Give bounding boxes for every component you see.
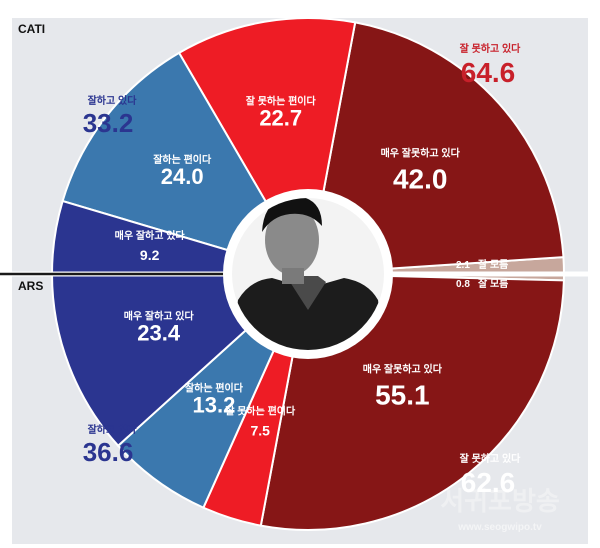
slices-layer xyxy=(50,17,566,531)
cati-unsure-label: 잘 모름 xyxy=(478,259,508,271)
ars-method-label: ARS xyxy=(18,279,43,293)
cati-positive-value: 24.0 xyxy=(161,164,204,189)
watermark-name: 서귀포방송 xyxy=(440,486,560,516)
person-portrait-icon xyxy=(223,189,393,359)
cati-strong-positive-value: 9.2 xyxy=(140,247,160,263)
cati-negative-value: 22.7 xyxy=(259,105,302,130)
cati-positive-label: 잘하는 편이다 xyxy=(153,153,212,166)
cati-strong-positive-label: 매우 잘하고 있다 xyxy=(115,229,186,242)
ars-strong-negative-label: 매우 잘못하고 있다 xyxy=(363,363,443,376)
cati-negative-label: 잘 못하는 편이다 xyxy=(246,94,317,107)
ars-strong-positive-label: 매우 잘하고 있다 xyxy=(124,309,195,322)
cati-total-negative-value: 64.6 xyxy=(461,57,516,88)
ars-unsure-value: 0.8 xyxy=(456,279,470,290)
watermark-url: www.seogwipo.tv xyxy=(457,522,542,533)
ars-total-positive-value: 36.6 xyxy=(83,437,134,467)
ars-total-positive-label: 잘하고 있다 xyxy=(88,423,138,436)
ars-negative-value: 7.5 xyxy=(250,423,270,439)
ars-total-negative-value: 62.6 xyxy=(461,467,516,498)
ars-total-negative-label: 잘 못하고 있다 xyxy=(460,452,522,465)
cati-total-positive-value: 33.2 xyxy=(83,108,134,138)
ars-positive-value: 13.2 xyxy=(193,392,236,417)
cati-strong-negative-value: 42.0 xyxy=(393,163,448,194)
cati-total-negative-label: 잘 못하고 있다 xyxy=(460,42,522,55)
cati-total-positive-label: 잘하고 있다 xyxy=(88,94,138,107)
ars-positive-label: 잘하는 편이다 xyxy=(185,381,244,394)
ars-strong-negative-value: 55.1 xyxy=(375,380,430,411)
ars-negative-label: 잘 못하는 편이다 xyxy=(225,405,296,418)
cati-unsure-value: 2.1 xyxy=(456,260,470,271)
cati-strong-negative-label: 매우 잘못하고 있다 xyxy=(381,146,461,159)
ars-strong-positive-value: 23.4 xyxy=(137,320,181,345)
cati-method-label: CATI xyxy=(18,22,45,36)
ars-unsure-label: 잘 모름 xyxy=(478,278,508,290)
